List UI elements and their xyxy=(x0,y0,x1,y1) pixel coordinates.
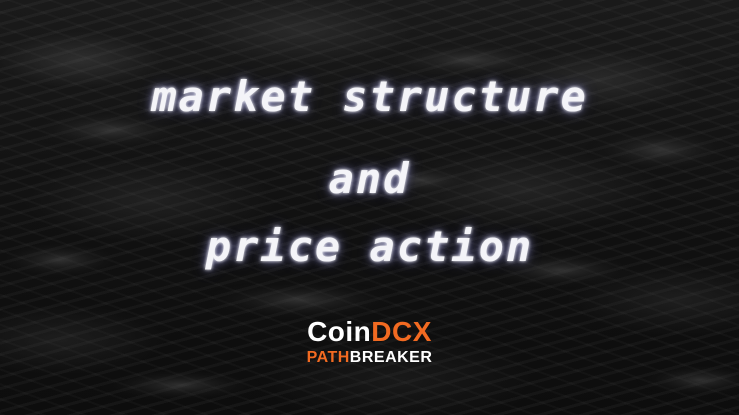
pathbreaker-wordmark: PATHBREAKER xyxy=(0,350,739,366)
logo-dcx-text: DCX xyxy=(371,316,432,347)
logo-coin-text: Coin xyxy=(307,316,372,347)
coindcx-wordmark: CoinDCX xyxy=(0,318,739,346)
coindcx-pathbreaker-logo: CoinDCX PATHBREAKER xyxy=(0,318,739,366)
logo-path-text: PATH xyxy=(306,349,350,366)
headline-line-market-structure: market structure xyxy=(151,72,588,121)
logo-breaker-text: BREAKER xyxy=(349,349,433,366)
headline-line-price-action: price action xyxy=(205,222,534,271)
headline-line-and: and xyxy=(328,154,411,203)
